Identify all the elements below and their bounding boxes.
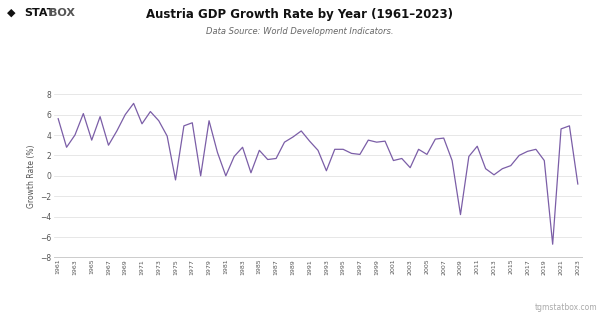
Text: ◆: ◆	[7, 8, 16, 18]
Text: Data Source: World Development Indicators.: Data Source: World Development Indicator…	[206, 27, 394, 36]
Text: STAT: STAT	[24, 8, 55, 18]
Text: BOX: BOX	[49, 8, 75, 18]
Austria	[130, 101, 137, 105]
Austria	[424, 153, 431, 156]
Austria	[222, 174, 229, 178]
Line: Austria: Austria	[58, 103, 578, 244]
Austria	[549, 242, 556, 246]
Austria	[306, 139, 313, 143]
Austria	[566, 124, 573, 128]
Text: tgmstatbox.com: tgmstatbox.com	[535, 303, 597, 312]
Austria	[574, 182, 581, 186]
Y-axis label: Growth Rate (%): Growth Rate (%)	[27, 144, 36, 208]
Text: Austria GDP Growth Rate by Year (1961–2023): Austria GDP Growth Rate by Year (1961–20…	[146, 8, 454, 21]
Austria	[55, 117, 62, 121]
Austria	[205, 119, 212, 123]
Austria	[323, 169, 330, 173]
